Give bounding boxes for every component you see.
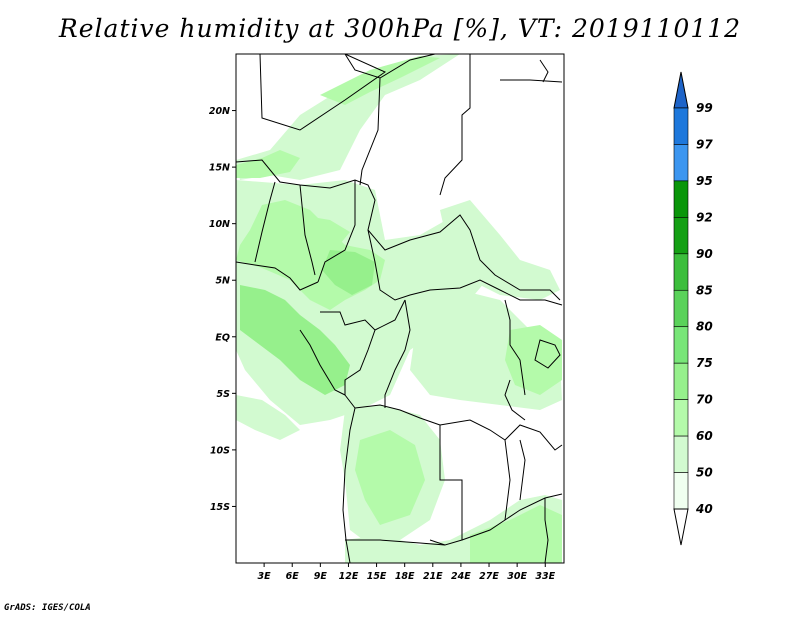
chart-title: Relative humidity at 300hPa [%], VT: 201…	[58, 14, 742, 43]
colorbar-segment	[673, 144, 689, 182]
lon-label: 27E	[479, 571, 499, 582]
lon-label: 15E	[367, 571, 387, 582]
colorbar-segment	[673, 289, 689, 328]
colorbar-segment	[673, 399, 689, 437]
colorbar-bottom-arrow	[673, 508, 689, 546]
colorbar-label: 60	[696, 429, 713, 443]
lat-label: 5S	[217, 389, 231, 400]
colorbar-top-arrow	[673, 71, 689, 109]
colorbar-label: 99	[696, 101, 713, 115]
latitude-axis: 20N 15N 10N 5N EQ 5S 10S 15S	[209, 106, 236, 513]
lat-label: 10S	[210, 445, 230, 456]
lat-label: EQ	[215, 332, 230, 343]
colorbar-segment	[673, 435, 689, 473]
longitude-axis: 3E 6E 9E 12E 15E 18E 21E 24E 27E 30E 33E	[258, 563, 556, 582]
colorbar-label: 50	[696, 466, 713, 480]
lon-label: 12E	[339, 571, 359, 582]
colorbar-label: 80	[696, 320, 713, 334]
grads-credit: GrADS: IGES/COLA	[4, 603, 91, 613]
colorbar-segment	[673, 180, 689, 218]
colorbar-segment	[673, 217, 689, 255]
colorbar-label: 70	[696, 393, 713, 407]
colorbar-label: 40	[695, 502, 713, 516]
lat-label: 10N	[209, 219, 230, 230]
lon-label: 3E	[258, 571, 272, 582]
lon-label: 6E	[286, 571, 300, 582]
colorbar-label: 95	[696, 174, 713, 188]
country-borders	[236, 54, 563, 563]
colorbar-label: 97	[696, 137, 713, 151]
lat-label: 5N	[215, 276, 230, 287]
colorbar-segment	[673, 472, 689, 510]
colorbar-segment	[673, 362, 689, 400]
colorbar-segment	[673, 107, 689, 145]
lat-label: 15N	[209, 163, 230, 174]
lon-label: 9E	[314, 571, 328, 582]
colorbar-segment	[673, 326, 689, 364]
humidity-field	[236, 54, 562, 563]
lon-label: 24E	[451, 571, 471, 582]
colorbar-label: 90	[696, 247, 713, 261]
lon-label: 33E	[535, 571, 555, 582]
colorbar-label: 75	[696, 356, 713, 370]
lon-label: 30E	[507, 571, 527, 582]
lat-label: 15S	[210, 502, 230, 513]
map-frame	[235, 53, 565, 564]
lat-label: 20N	[209, 106, 230, 117]
colorbar-label: 92	[696, 210, 713, 224]
colorbar: 99 97 95 92 90 85 80 75 70 60 50 40	[673, 71, 713, 546]
lon-label: 21E	[423, 571, 443, 582]
colorbar-label: 85	[696, 283, 713, 297]
colorbar-segment	[673, 253, 689, 291]
lon-label: 18E	[395, 571, 415, 582]
